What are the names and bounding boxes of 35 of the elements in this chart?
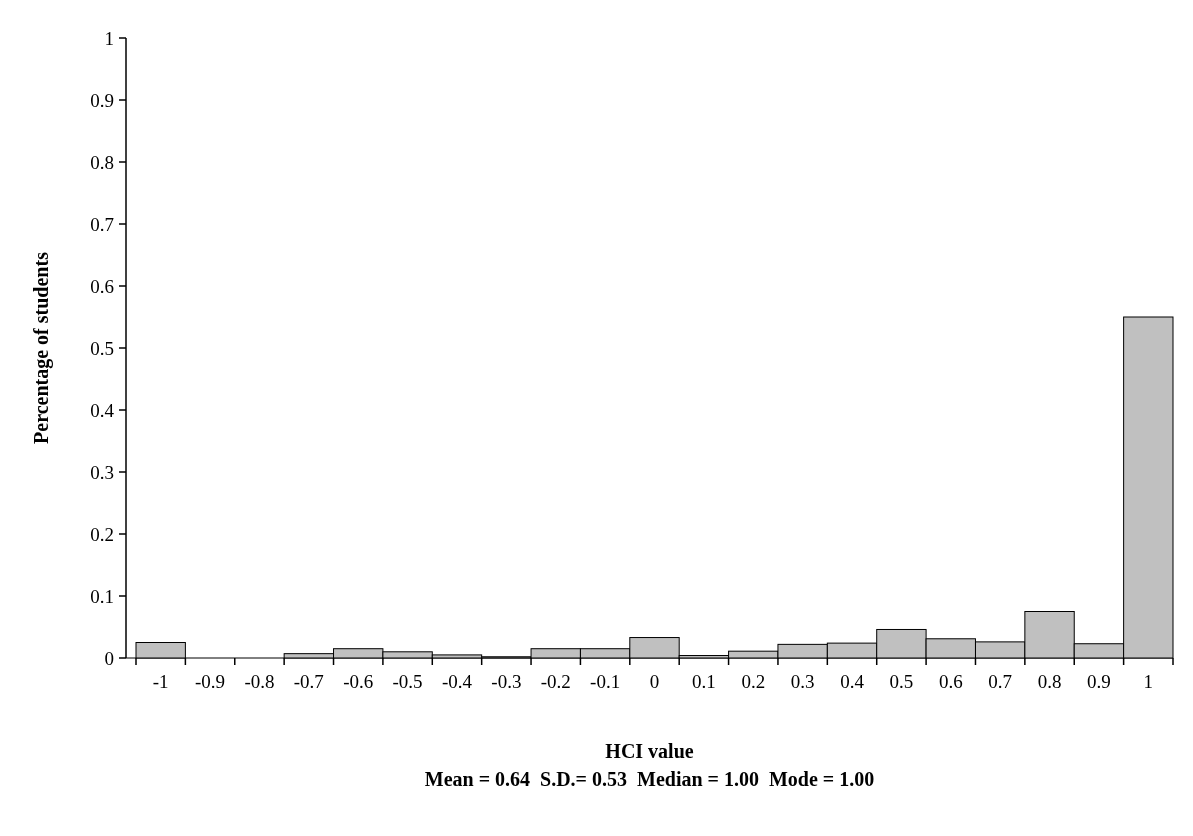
x-tick-label: 1 xyxy=(1143,671,1154,692)
x-tick-label: 0 xyxy=(649,671,660,692)
y-tick-label: 0.6 xyxy=(90,275,114,297)
y-tick-label: 0.3 xyxy=(90,461,114,483)
x-tick-label: 0.7 xyxy=(988,671,1013,692)
x-tick-label: 0.3 xyxy=(790,671,815,692)
y-tick-label: 0.9 xyxy=(90,89,114,111)
x-tick-label: -0.5 xyxy=(392,671,423,692)
y-tick-label: 0 xyxy=(104,647,114,669)
x-tick-label: 0.6 xyxy=(938,671,963,692)
x-tick-label: -0.6 xyxy=(343,671,374,692)
x-tick-label: 0.8 xyxy=(1037,671,1062,692)
x-tick-label: -0.7 xyxy=(293,671,324,692)
text: Mean = 0.64 S.D.= 0.53 Median = 1.00 Mode = 1.00 xyxy=(424,768,875,790)
y-axis-title: Percentage of students xyxy=(30,251,53,444)
y-tick-label: 0.7 xyxy=(90,213,114,235)
x-tick-label: 0.5 xyxy=(889,671,914,692)
y-tick-label: 0.1 xyxy=(90,585,114,607)
x-tick-label: -0.4 xyxy=(441,671,473,692)
x-tick-label: -0.1 xyxy=(590,671,621,692)
y-tick-label: 0.4 xyxy=(90,399,115,421)
x-tick-label: -1 xyxy=(152,671,169,692)
x-tick-label: 0.1 xyxy=(692,671,716,692)
y-tick-label: 1 xyxy=(104,27,114,49)
x-tick-label: 0.2 xyxy=(741,671,766,692)
x-tick-label: 0.9 xyxy=(1087,671,1111,692)
x-tick-label: 0.4 xyxy=(840,671,865,692)
x-tick-label: -0.2 xyxy=(540,671,571,692)
x-tick-label: -0.8 xyxy=(244,671,275,692)
x-tick-label: -0.9 xyxy=(195,671,226,692)
y-tick-label: 0.2 xyxy=(90,523,114,545)
y-tick-label: 0.5 xyxy=(90,337,114,359)
x-tick-label: -0.3 xyxy=(491,671,522,692)
y-tick-label: 0.8 xyxy=(90,151,114,173)
x-axis-title: HCI value xyxy=(605,740,694,762)
